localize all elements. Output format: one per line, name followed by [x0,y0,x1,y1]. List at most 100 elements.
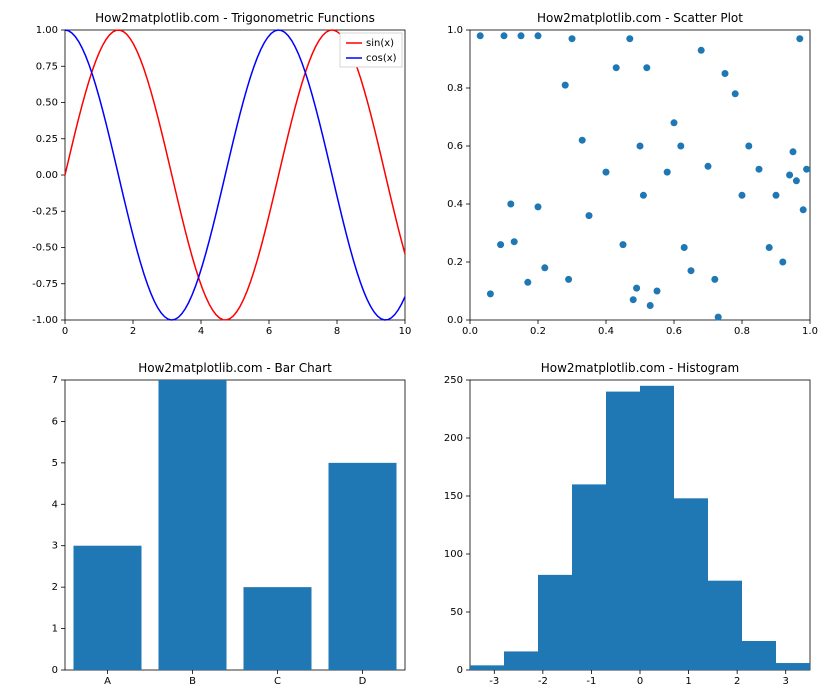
scatter-point [773,192,780,199]
scatter-point [535,32,542,39]
panel-scatter: How2matplotlib.com - Scatter Plot 0.0 0.2 0… [447,11,818,337]
bar-A [74,546,142,670]
hist-bin-6 [674,498,708,670]
scatter-point [640,192,647,199]
scatter-point [790,148,797,155]
svg-text:3: 3 [52,541,58,552]
hist-bin-1 [504,651,538,670]
hist-bin-2 [538,575,572,670]
svg-text:2: 2 [130,326,136,337]
svg-text:50: 50 [450,607,463,618]
svg-text:3: 3 [783,676,789,687]
scatter-point [643,64,650,71]
scatter-point [803,166,810,173]
scatter-point [613,64,620,71]
panel-hist: How2matplotlib.com - Histogram-3-2-10123… [444,361,810,687]
svg-text:-1: -1 [586,676,596,687]
svg-text:0.00: 0.00 [36,170,58,181]
svg-text:200: 200 [444,433,463,444]
svg-text:2: 2 [52,582,58,593]
svg-text:0.50: 0.50 [36,98,58,109]
hist-bin-8 [742,641,776,670]
title-bar: How2matplotlib.com - Bar Chart [138,361,332,375]
svg-text:1.00: 1.00 [36,25,58,36]
svg-text:-3: -3 [489,676,499,687]
svg-text:4: 4 [52,499,58,510]
hist-bin-0 [470,665,504,670]
svg-text:0: 0 [457,665,463,676]
scatter-point [477,32,484,39]
scatter-point [569,35,576,42]
line-sin(x) [65,30,405,320]
svg-text:0.0: 0.0 [447,315,463,326]
bar-cat-B: B [189,676,196,687]
scatter-point [562,82,569,89]
scatter-point [565,276,572,283]
scatter-point [579,137,586,144]
scatter-point [620,241,627,248]
bar-C [244,587,312,670]
title-scatter: How2matplotlib.com - Scatter Plot [537,11,743,25]
svg-text:10: 10 [399,326,412,337]
scatter-point [603,169,610,176]
figure-grid: How2matplotlib.com - Trigonometric Funct… [0,0,840,700]
svg-text:-1.00: -1.00 [32,315,58,326]
line-cos(x) [65,30,405,320]
scatter-point [715,314,722,321]
scatter-point [711,276,718,283]
svg-text:1: 1 [685,676,691,687]
svg-text:2: 2 [734,676,740,687]
scatter-point [705,163,712,170]
scatter-point [507,201,514,208]
svg-text:0.75: 0.75 [36,61,58,72]
svg-text:0.6: 0.6 [447,141,463,152]
scatter-point [626,35,633,42]
title-hist: How2matplotlib.com - Histogram [541,361,740,375]
svg-text:150: 150 [444,491,463,502]
scatter-point [524,279,531,286]
svg-text:0.8: 0.8 [734,326,750,337]
scatter-point [800,206,807,213]
scatter-point [487,290,494,297]
scatter-point [630,296,637,303]
svg-text:6: 6 [52,416,58,427]
svg-text:0.4: 0.4 [598,326,614,337]
scatter-point [766,244,773,251]
scatter-point [633,285,640,292]
scatter-point [501,32,508,39]
legend: sin(x)cos(x) [340,33,402,67]
svg-text:-0.25: -0.25 [32,206,58,217]
scatter-point [793,177,800,184]
scatter-point [681,244,688,251]
svg-text:0.4: 0.4 [447,199,463,210]
scatter-point [698,47,705,54]
scatter-point [732,90,739,97]
scatter-point [739,192,746,199]
svg-text:0.8: 0.8 [447,83,463,94]
bar-cat-C: C [274,676,281,687]
scatter-point [541,264,548,271]
scatter-point [637,143,644,150]
scatter-point [535,203,542,210]
legend-label-0: sin(x) [366,38,394,49]
scatter-point [779,259,786,266]
scatter-point [688,267,695,274]
svg-text:1: 1 [52,624,58,635]
svg-text:5: 5 [52,458,58,469]
svg-text:7: 7 [52,375,58,386]
scatter-point [497,241,504,248]
svg-text:6: 6 [266,326,272,337]
svg-text:0: 0 [62,326,68,337]
svg-text:0.2: 0.2 [447,257,463,268]
scatter-point [671,119,678,126]
svg-text:8: 8 [334,326,340,337]
bar-cat-D: D [359,676,367,687]
svg-text:0: 0 [637,676,643,687]
hist-bin-4 [606,392,640,670]
scatter-point [677,143,684,150]
svg-text:0.0: 0.0 [462,326,478,337]
svg-text:100: 100 [444,549,463,560]
scatter-point [745,143,752,150]
hist-bin-5 [640,386,674,670]
svg-text:4: 4 [198,326,204,337]
